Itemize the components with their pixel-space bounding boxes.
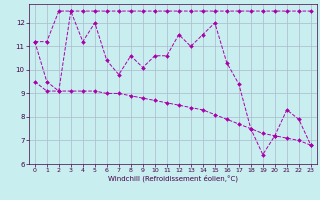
X-axis label: Windchill (Refroidissement éolien,°C): Windchill (Refroidissement éolien,°C) [108, 175, 238, 182]
